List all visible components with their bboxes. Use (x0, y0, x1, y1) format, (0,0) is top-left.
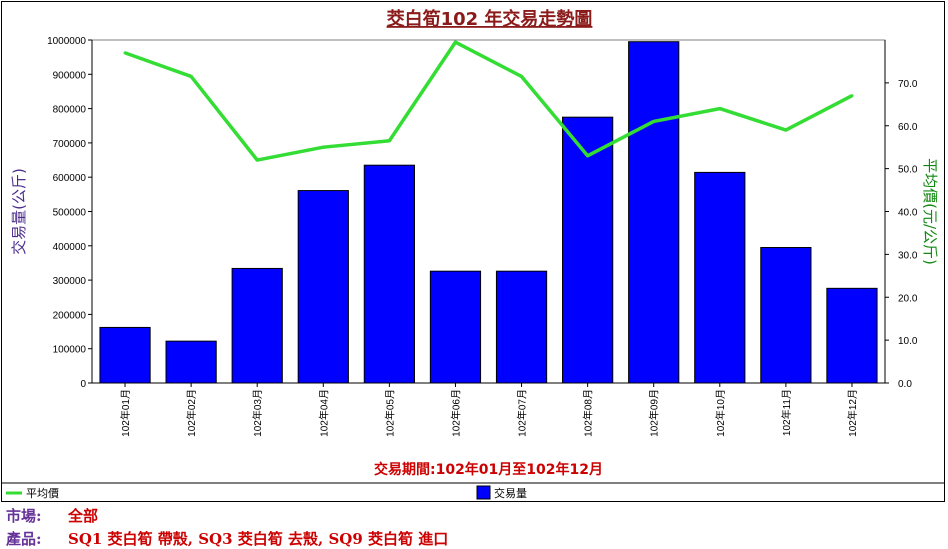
bar-3 (231, 267, 283, 384)
y-right-tick-label: 50.0 (898, 165, 918, 176)
legend-avg-price: 平均價 (26, 486, 59, 500)
x-tick-label: 102年11月 (780, 389, 793, 436)
chart-title: 茭白筍102 年交易走勢圖 (387, 8, 593, 30)
product-label: 產品: (6, 530, 42, 548)
y-right-tick-label: 10.0 (898, 336, 918, 347)
avg-price-line (124, 40, 853, 162)
avg-price-point-5 (387, 139, 391, 143)
avg-price-point-3 (255, 158, 259, 162)
y-left-tick-label: 300000 (53, 276, 87, 287)
x-tick-label: 102年08月 (582, 389, 595, 437)
y-left-tick-label: 1000000 (47, 36, 86, 47)
y-left-tick-label: 500000 (53, 208, 87, 219)
y-right-tick-label: 20.0 (898, 293, 918, 304)
bar-4 (297, 190, 349, 384)
product-row: 產品: SQ1 茭白筍 帶殼, SQ3 茭白筍 去殼, SQ9 茭白筍 進口 (6, 528, 448, 549)
y-right-tick-label: 70.0 (898, 79, 918, 90)
x-tick-label: 102年10月 (714, 389, 727, 437)
x-tick-label: 102年07月 (516, 389, 529, 437)
bar-2 (165, 340, 217, 384)
avg-price-point-4 (321, 145, 325, 149)
bar-6 (429, 270, 482, 384)
market-value: 全部 (68, 507, 99, 525)
y-left-tick-label: 100000 (53, 345, 87, 356)
bar-5 (363, 164, 415, 384)
chart-frame (1, 1, 945, 502)
y-left-tick-label: 0 (80, 379, 86, 390)
x-tick-label: 102年12月 (846, 389, 859, 437)
bar-1 (99, 326, 151, 384)
y-left-tick-label: 900000 (53, 70, 87, 81)
avg-price-point-9 (652, 119, 656, 123)
bar-11 (760, 247, 812, 384)
x-tick-label: 102年09月 (648, 389, 661, 437)
y-right-tick-label: 60.0 (898, 122, 918, 133)
y-left-tick-label: 700000 (53, 139, 87, 150)
legend-volume: 交易量 (494, 486, 527, 500)
y-right-axis-title: 平均價(元/公斤) (921, 158, 939, 265)
bar-7 (495, 270, 548, 384)
avg-price-point-1 (123, 51, 127, 55)
market-row: 市場: 全部 (6, 505, 98, 526)
avg-price-point-10 (718, 107, 722, 111)
x-tick-label: 102年04月 (317, 389, 330, 437)
x-tick-label: 102年02月 (185, 389, 198, 437)
y-left-tick-label: 400000 (53, 242, 87, 253)
y-right-tick-label: 30.0 (898, 250, 918, 261)
avg-price-point-6 (453, 40, 457, 44)
y-right-tick-label: 0.0 (898, 379, 912, 390)
x-tick-label: 102年06月 (449, 389, 462, 437)
bar-9 (628, 41, 680, 384)
period-label: 交易期間:102年01月至102年12月 (374, 461, 603, 478)
x-tick-label: 102年03月 (251, 389, 264, 437)
avg-price-point-2 (189, 74, 193, 78)
avg-price-point-12 (850, 94, 854, 98)
bar-10 (694, 171, 746, 384)
bar-12 (826, 287, 878, 384)
y-left-axis-title: 交易量(公斤) (10, 168, 28, 255)
y-left-tick-label: 800000 (53, 105, 87, 116)
chart: 茭白筍102 年交易走勢圖 0 100000 200000 300000 400000 5… (2, 8, 944, 500)
legend-bar-swatch (476, 485, 491, 500)
y-right-tick-label: 40.0 (898, 208, 918, 219)
avg-price-point-8 (586, 154, 590, 158)
x-tick-label: 102年05月 (383, 389, 396, 437)
market-label: 市場: (6, 507, 42, 525)
y-left-tick-label: 600000 (53, 173, 87, 184)
y-left-tick-label: 200000 (53, 310, 87, 321)
avg-price-point-11 (784, 128, 788, 132)
avg-price-point-7 (520, 74, 524, 78)
x-tick-label: 102年01月 (119, 389, 132, 437)
product-value: SQ1 茭白筍 帶殼, SQ3 茭白筍 去殼, SQ9 茭白筍 進口 (68, 530, 449, 548)
